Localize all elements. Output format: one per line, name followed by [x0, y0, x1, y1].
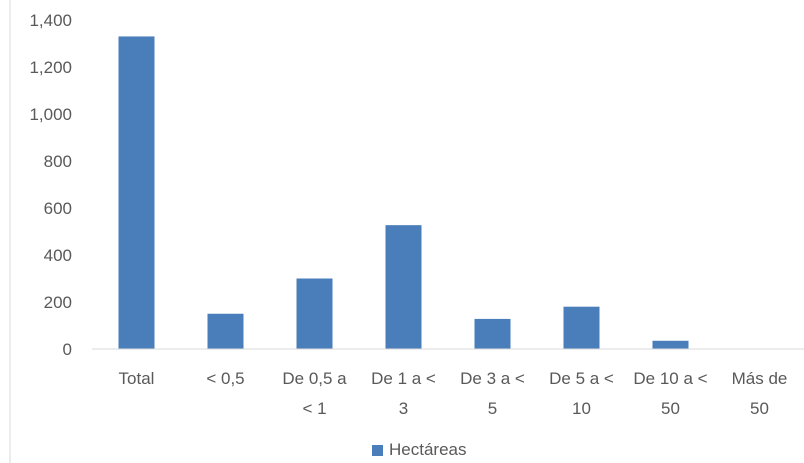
y-tick-label: 1,200 — [29, 58, 72, 77]
y-tick-label: 200 — [44, 293, 72, 312]
bar — [563, 306, 600, 349]
legend: Hectáreas — [372, 440, 466, 460]
x-tick-label: De 5 a <10 — [549, 369, 614, 418]
x-tick-label: < 0,5 — [206, 369, 244, 388]
y-tick-label: 600 — [44, 199, 72, 218]
y-tick-label: 800 — [44, 152, 72, 171]
x-tick-label: De 0,5 a < 1 — [282, 369, 347, 418]
y-tick-label: 400 — [44, 246, 72, 265]
y-axis-ticks: 0 200 400 600 800 1,000 1,200 1,400 — [29, 11, 72, 359]
x-tick-label: De 10 a <50 — [633, 369, 707, 418]
bar — [118, 36, 155, 349]
bar — [474, 318, 511, 349]
bar — [652, 340, 689, 349]
bar — [385, 225, 422, 349]
bar — [207, 313, 244, 349]
bars — [118, 36, 689, 349]
x-tick-label: Más de 50 — [732, 369, 788, 418]
y-tick-label: 1,400 — [29, 11, 72, 30]
x-tick-label: De 1 a <3 — [371, 369, 436, 418]
x-axis-ticks: Total < 0,5 De 0,5 a < 1 De 1 a <3 De 3 a <5 D… — [119, 369, 788, 418]
x-tick-label: De 3 a <5 — [460, 369, 525, 418]
legend-swatch — [372, 444, 383, 456]
bar — [296, 278, 333, 349]
legend-label: Hectáreas — [389, 440, 467, 459]
x-tick-label: Total — [119, 369, 155, 388]
y-tick-label: 0 — [63, 340, 72, 359]
y-tick-label: 1,000 — [29, 105, 72, 124]
